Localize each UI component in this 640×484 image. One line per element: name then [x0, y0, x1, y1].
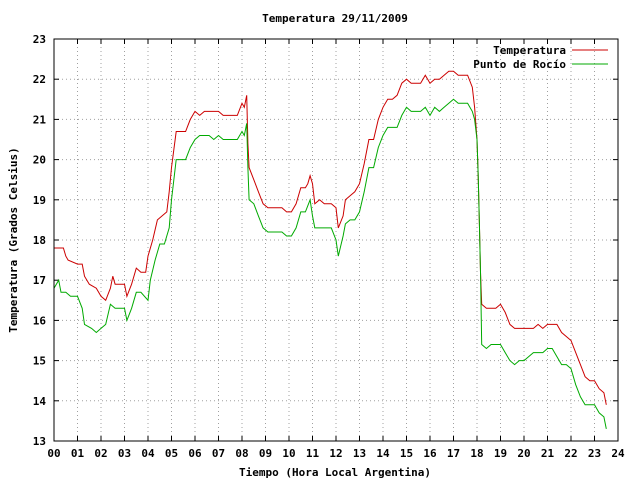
x-tick-label: 10: [282, 447, 295, 460]
y-tick-label: 13: [33, 435, 46, 448]
x-tick-label: 04: [141, 447, 155, 460]
x-tick-label: 18: [470, 447, 483, 460]
legend-label: Temperatura: [493, 44, 566, 57]
y-tick-label: 17: [33, 274, 46, 287]
series-line-temperatura: [54, 70, 607, 405]
x-tick-label: 21: [541, 447, 555, 460]
x-tick-label: 15: [400, 447, 413, 460]
x-tick-label: 24: [611, 447, 625, 460]
x-tick-label: 16: [423, 447, 437, 460]
legend-label: Punto de Rocío: [473, 58, 566, 71]
x-tick-label: 07: [212, 447, 225, 460]
x-tick-label: 14: [376, 447, 390, 460]
y-tick-label: 20: [33, 154, 46, 167]
x-tick-label: 22: [564, 447, 577, 460]
chart-title: Temperatura 29/11/2009: [262, 12, 408, 25]
y-tick-label: 21: [33, 113, 47, 126]
x-tick-label: 23: [588, 447, 601, 460]
x-axis-label: Tiempo (Hora Local Argentina): [239, 466, 431, 479]
x-tick-label: 13: [353, 447, 366, 460]
x-tick-label: 20: [517, 447, 530, 460]
x-tick-label: 05: [165, 447, 178, 460]
x-tick-label: 01: [71, 447, 85, 460]
x-tick-label: 03: [118, 447, 131, 460]
series-line-punto-de-rocio: [53, 98, 607, 429]
y-tick-label: 14: [33, 395, 47, 408]
axes: 13 14 15 16 17 18 19 20 21 22 23 00 01 02 03 04 05 06 07 08…: [33, 33, 625, 460]
x-tick-label: 12: [329, 447, 342, 460]
x-tick-label: 11: [306, 447, 320, 460]
x-tick-label: 00: [47, 447, 60, 460]
y-tick-label: 19: [33, 194, 46, 207]
y-tick-label: 22: [33, 73, 46, 86]
series-layer: [53, 70, 607, 429]
x-tick-label: 17: [447, 447, 460, 460]
x-tick-label: 09: [259, 447, 272, 460]
x-tick-label: 19: [494, 447, 507, 460]
y-tick-label: 18: [33, 234, 46, 247]
plot-frame: [53, 38, 619, 442]
grid: [54, 39, 618, 441]
y-tick-label: 16: [33, 314, 47, 327]
y-tick-label: 15: [33, 355, 46, 368]
y-tick-label: 23: [33, 33, 46, 46]
x-tick-label: 06: [188, 447, 202, 460]
x-tick-label: 08: [235, 447, 248, 460]
y-axis-label: Temperatura (Grados Celsius): [7, 147, 20, 332]
x-tick-label: 02: [94, 447, 107, 460]
